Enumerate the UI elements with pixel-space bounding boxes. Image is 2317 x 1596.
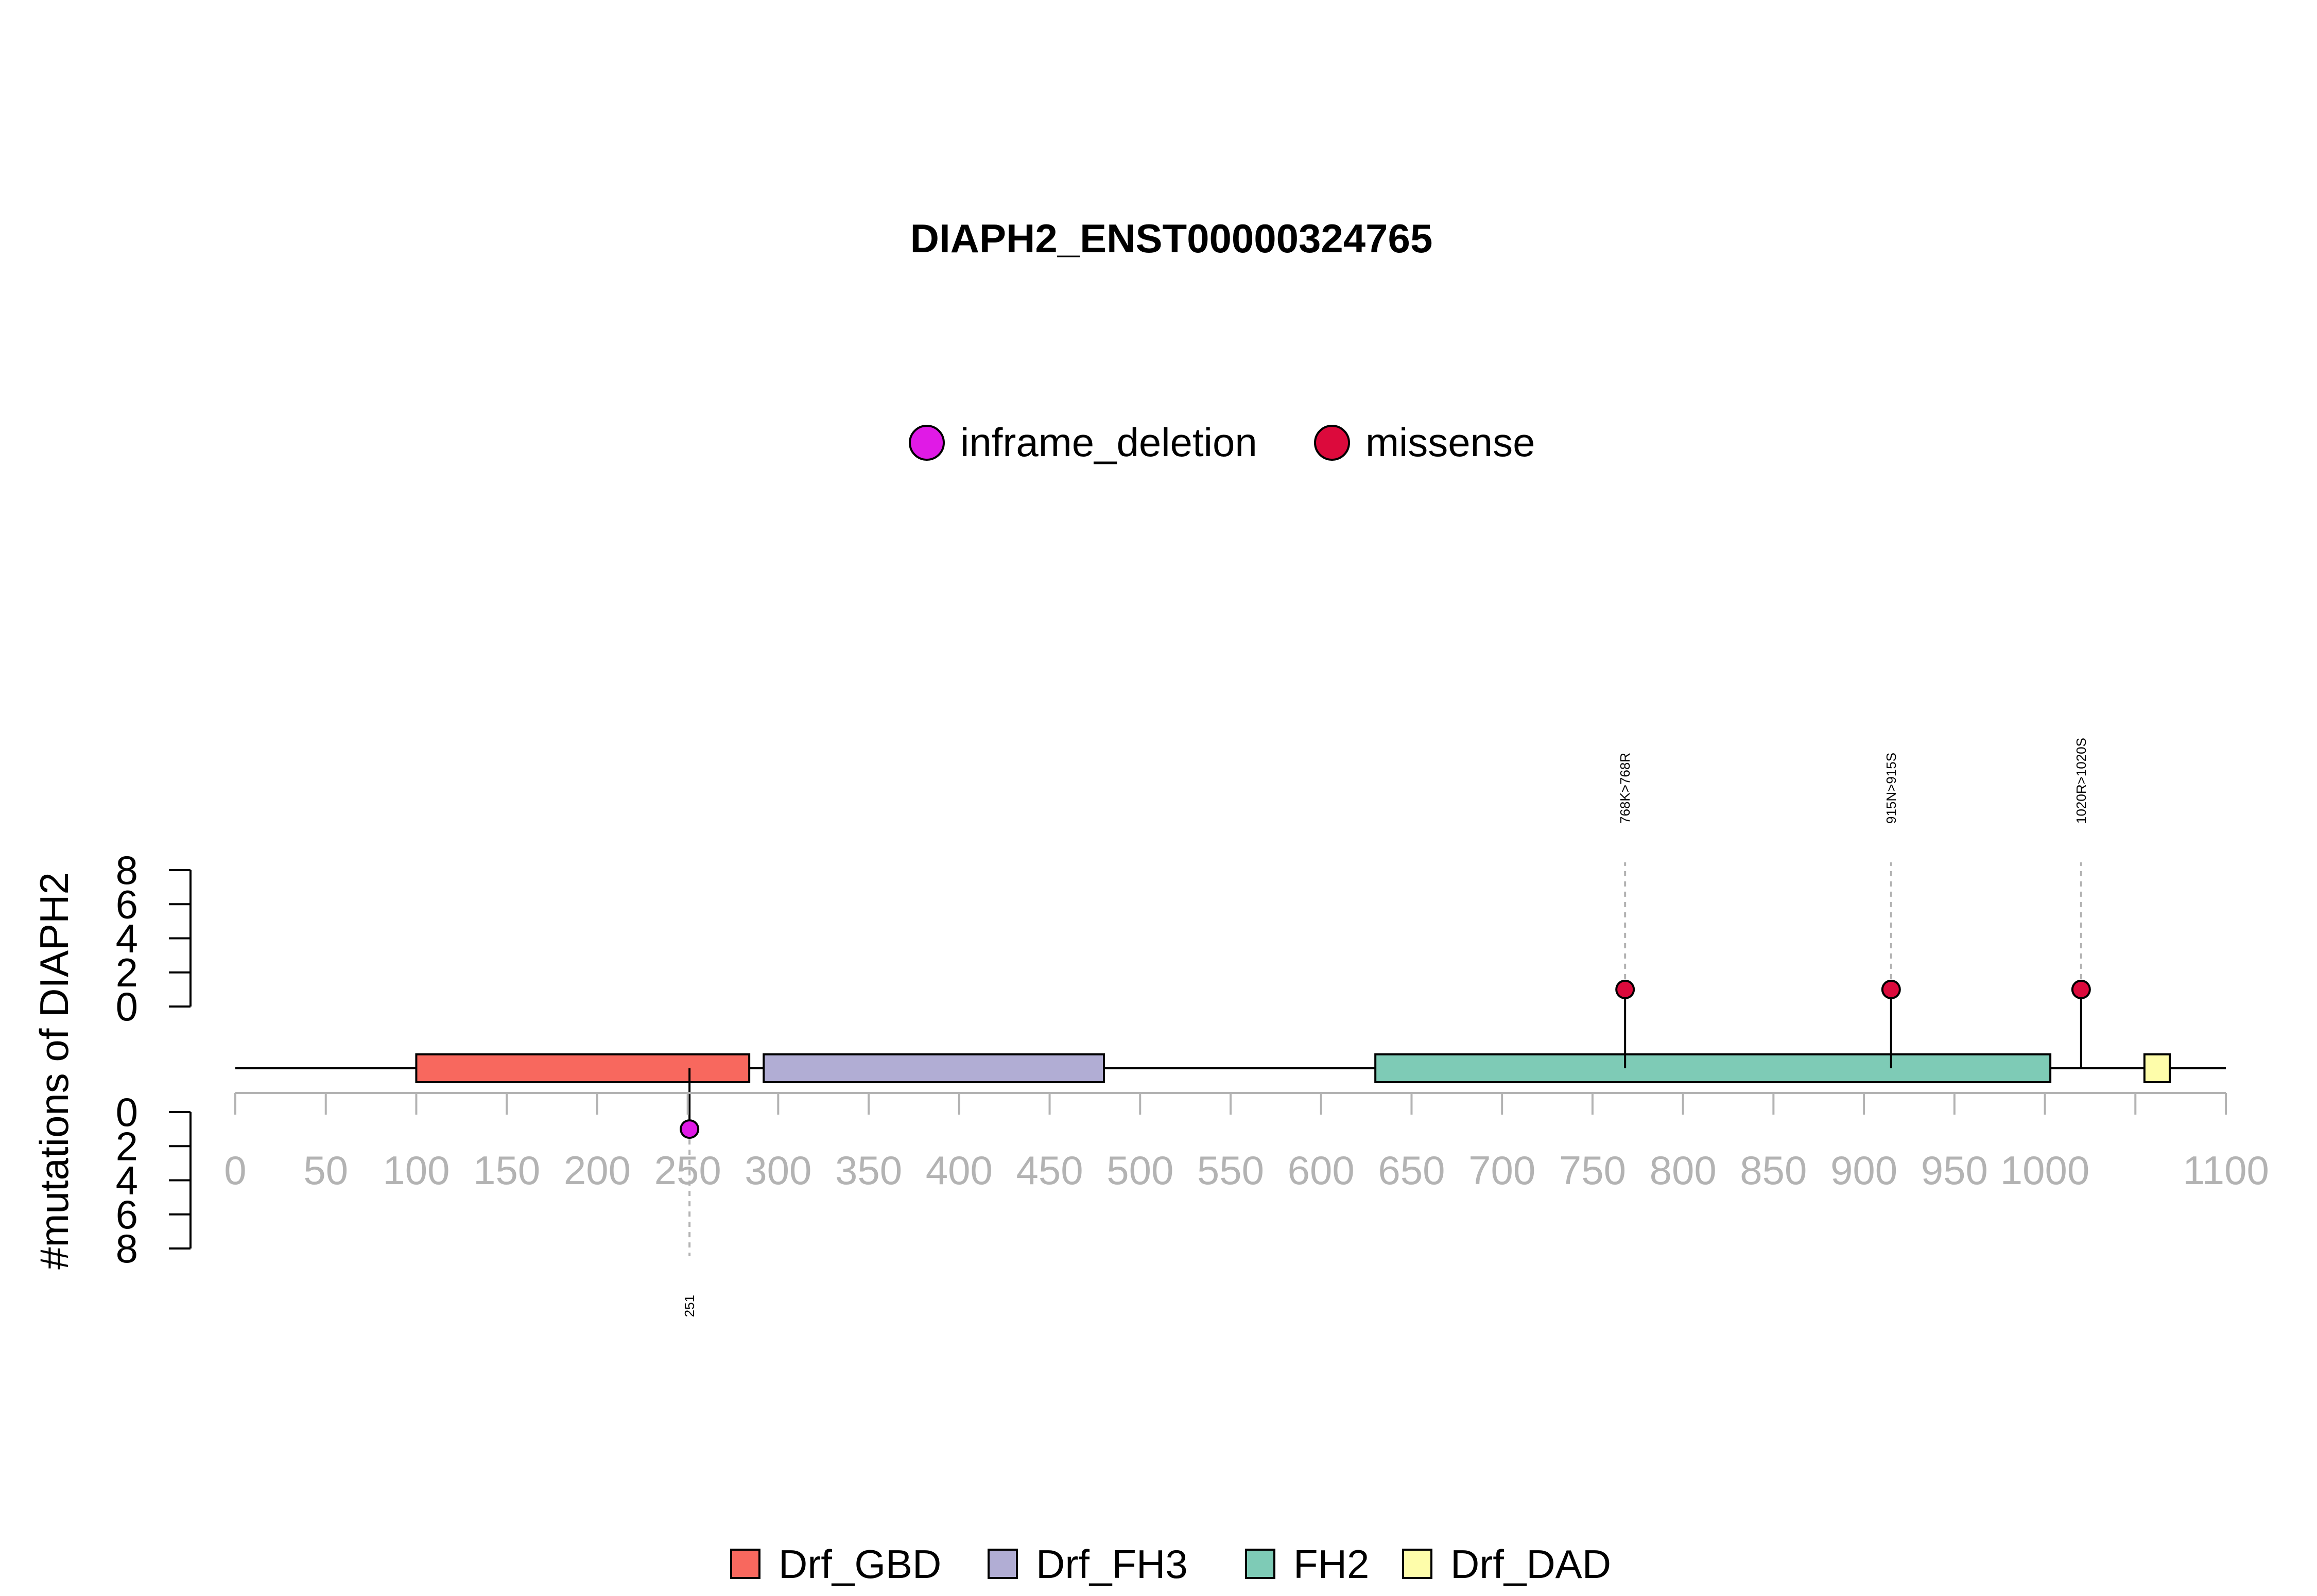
x-tick-label: 350 <box>835 1148 902 1193</box>
x-tick-label: 900 <box>1830 1148 1897 1193</box>
x-tick-label: 400 <box>926 1148 993 1193</box>
y-tick-label-top: 4 <box>116 916 138 961</box>
x-tick-label: 950 <box>1921 1148 1988 1193</box>
x-tick-label: 300 <box>745 1148 811 1193</box>
legend-box-FH2 <box>1245 1549 1275 1579</box>
x-tick-label: 500 <box>1106 1148 1173 1193</box>
y-tick-label-top: 0 <box>116 984 138 1029</box>
legend-marker-inframe_deletion <box>909 425 945 461</box>
domain-Drf_DAD <box>2143 1053 2171 1083</box>
legend-marker-missense <box>1314 425 1350 461</box>
mutation-label: 1020R>1020S <box>2073 738 2089 824</box>
x-tick-label: 550 <box>1197 1148 1264 1193</box>
x-tick-label: 1000 <box>2000 1148 2090 1193</box>
x-tick-label: 750 <box>1559 1148 1626 1193</box>
domain-Drf_FH3 <box>763 1053 1105 1083</box>
y-tick-label-bottom: 2 <box>116 1123 138 1169</box>
domain-Drf_GBD <box>415 1053 751 1083</box>
y-axis-label: #mutations of DIAPH2 <box>31 872 77 1270</box>
x-tick-label: 200 <box>564 1148 631 1193</box>
mutation-label: 251 <box>682 1295 697 1317</box>
mutation-point <box>1881 979 1901 999</box>
legend-box-Drf_GBD <box>730 1549 760 1579</box>
x-tick-label: 100 <box>383 1148 449 1193</box>
x-tick-label: 150 <box>473 1148 540 1193</box>
x-tick-label: 50 <box>303 1148 348 1193</box>
y-tick-label-bottom: 6 <box>116 1192 138 1237</box>
legend-label-missense: missense <box>1365 420 1535 465</box>
domain-boxes <box>415 1053 2171 1083</box>
legend-box-Drf_FH3 <box>988 1549 1018 1579</box>
x-tick-label: 600 <box>1288 1148 1355 1193</box>
y-tick-label-bottom: 4 <box>116 1158 138 1203</box>
domain-FH2 <box>1374 1053 2052 1083</box>
legend-box-Drf_DAD <box>1402 1549 1432 1579</box>
y-tick-label-bottom: 0 <box>116 1089 138 1135</box>
mutation-point <box>2071 979 2091 999</box>
x-tick-label: 650 <box>1378 1148 1445 1193</box>
y-tick-label-top: 6 <box>116 881 138 927</box>
x-tick-label: 850 <box>1740 1148 1807 1193</box>
legend-label-Drf_GBD: Drf_GBD <box>779 1541 941 1587</box>
x-tick-label: 0 <box>224 1148 246 1193</box>
x-tick-label: 450 <box>1016 1148 1083 1193</box>
mutation-label: 768K>768R <box>1617 753 1633 824</box>
x-tick-label: 1100 <box>2183 1148 2269 1193</box>
domain-legend: Drf_GBD Drf_FH3 FH2 Drf_DAD <box>730 1541 1611 1587</box>
x-tick-label: 800 <box>1650 1148 1717 1193</box>
y-tick-label-top: 8 <box>116 847 138 893</box>
legend-label-Drf_FH3: Drf_FH3 <box>1036 1541 1188 1587</box>
chart-title: DIAPH2_ENST00000324765 <box>910 216 1433 261</box>
mutation-point <box>1615 979 1635 999</box>
mutation-point <box>680 1119 700 1139</box>
legend-label-FH2: FH2 <box>1293 1541 1369 1587</box>
x-tick-label: 250 <box>654 1148 721 1193</box>
x-tick-label: 700 <box>1468 1148 1535 1193</box>
y-tick-label-bottom: 8 <box>116 1226 138 1271</box>
y-tick-label-top: 2 <box>116 950 138 995</box>
legend-label-Drf_DAD: Drf_DAD <box>1450 1541 1611 1587</box>
x-axis: 0 50 100 150 200 250 300 350 400 450 500 550 600 650 7… <box>224 1092 2269 1193</box>
legend-label-inframe_deletion: inframe_deletion <box>960 420 1257 465</box>
mutation-legend: inframe_deletion missense <box>909 420 1535 465</box>
mutation-lollipops: 251 768K>768R 915N>915S 1020R>1020S <box>680 738 2091 1317</box>
mutation-label: 915N>915S <box>1883 753 1899 824</box>
